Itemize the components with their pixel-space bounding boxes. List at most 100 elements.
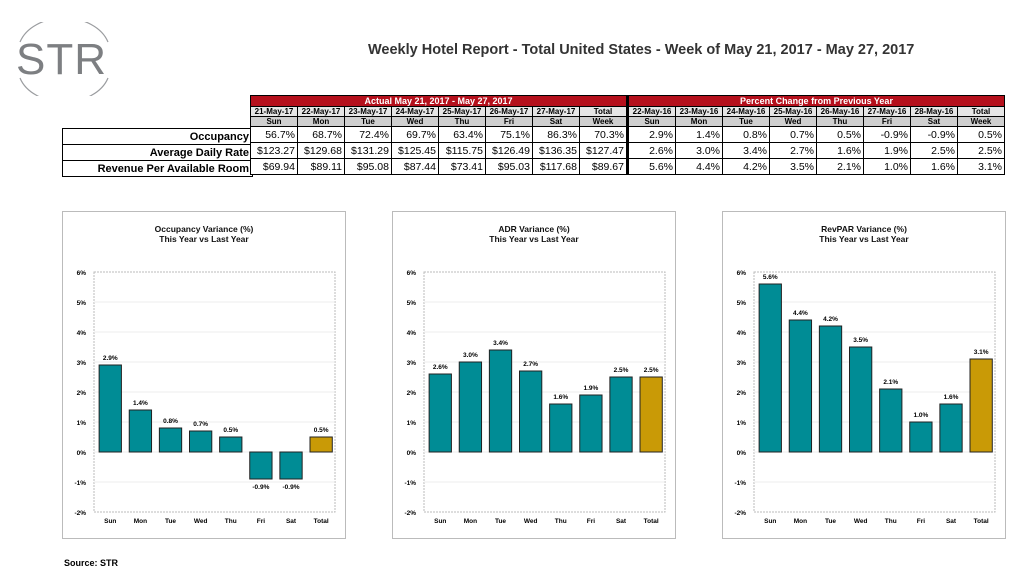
day-header: Sun bbox=[628, 116, 676, 127]
x-tick-label: Wed bbox=[194, 518, 208, 525]
x-tick-label: Mon bbox=[134, 518, 147, 525]
x-tick-label: Sun bbox=[434, 518, 446, 525]
pct-cell: 4.2% bbox=[722, 158, 770, 175]
x-tick-label: Tue bbox=[825, 518, 836, 525]
chart-title-line: ADR Variance (%) bbox=[498, 224, 570, 234]
y-tick-label: 3% bbox=[737, 360, 747, 367]
data-label: -0.9% bbox=[283, 484, 300, 491]
x-tick-label: Mon bbox=[464, 518, 477, 525]
data-label: 1.9% bbox=[583, 385, 598, 392]
date-header: 22-May-17 bbox=[297, 106, 345, 117]
chart-plot: -2% -1% 0% 1% 2% 3% 4% 5% 6% 2.9% Sun 1.4% Mon 0.8% Tu… bbox=[74, 270, 336, 525]
x-tick-label: Wed bbox=[854, 518, 868, 525]
occupancy-variance-chart: Occupancy Variance (%) This Year vs Last … bbox=[62, 211, 346, 539]
x-tick-label: Sun bbox=[104, 518, 116, 525]
chart-title: Occupancy Variance (%) This Year vs Last … bbox=[63, 224, 345, 244]
y-tick-label: 5% bbox=[407, 300, 417, 307]
pct-cell: -0.9% bbox=[863, 126, 911, 143]
value-cell: $89.67 bbox=[579, 158, 628, 175]
chart-plot: -2% -1% 0% 1% 2% 3% 4% 5% 6% 2.6% Sun 3.0% Mon 3.4% Tu… bbox=[404, 270, 666, 525]
date-header: 26-May-16 bbox=[816, 106, 864, 117]
x-tick-label: Fri bbox=[917, 518, 926, 525]
data-label: 0.5% bbox=[223, 427, 238, 434]
y-tick-label: 2% bbox=[77, 390, 87, 397]
x-tick-label: Thu bbox=[885, 518, 897, 525]
date-header: Total bbox=[957, 106, 1005, 117]
pct-cell: 2.5% bbox=[910, 142, 958, 159]
date-header: 28-May-16 bbox=[910, 106, 958, 117]
chart-title: ADR Variance (%) This Year vs Last Year bbox=[393, 224, 675, 244]
data-label: 2.6% bbox=[433, 364, 448, 371]
bar-thu bbox=[879, 388, 903, 453]
data-label: 0.5% bbox=[314, 427, 329, 434]
value-cell: $131.29 bbox=[344, 142, 392, 159]
day-header: Wed bbox=[391, 116, 439, 127]
y-tick-label: 1% bbox=[77, 420, 87, 427]
y-tick-label: 2% bbox=[737, 390, 747, 397]
y-tick-label: 5% bbox=[77, 300, 87, 307]
value-cell: 86.3% bbox=[532, 126, 580, 143]
data-label: 3.5% bbox=[853, 337, 868, 344]
data-label: 1.0% bbox=[913, 412, 928, 419]
bar-wed bbox=[518, 370, 543, 453]
value-cell: 75.1% bbox=[485, 126, 533, 143]
data-label: 2.5% bbox=[644, 367, 659, 374]
chart-subtitle: This Year vs Last Year bbox=[159, 234, 249, 244]
day-header: Tue bbox=[344, 116, 392, 127]
x-tick-label: Sat bbox=[286, 518, 297, 525]
date-header: 24-May-16 bbox=[722, 106, 770, 117]
data-label: 2.7% bbox=[523, 361, 538, 368]
value-cell: $129.68 bbox=[297, 142, 345, 159]
value-cell: $87.44 bbox=[391, 158, 439, 175]
bar-sat bbox=[609, 376, 633, 453]
revpar-variance-chart: RevPAR Variance (%) This Year vs Last Yea… bbox=[722, 211, 1006, 539]
day-header: Mon bbox=[297, 116, 345, 127]
y-tick-label: 3% bbox=[77, 360, 87, 367]
pct-change-header: Percent Change from Previous Year bbox=[628, 95, 1005, 107]
x-tick-label: Sun bbox=[764, 518, 776, 525]
x-tick-label: Fri bbox=[587, 518, 596, 525]
x-tick-label: Total bbox=[974, 518, 989, 525]
date-header: 23-May-17 bbox=[344, 106, 392, 117]
x-tick-label: Tue bbox=[495, 518, 506, 525]
y-tick-label: 2% bbox=[407, 390, 417, 397]
y-tick-label: 1% bbox=[737, 420, 747, 427]
bar-fri bbox=[249, 451, 273, 480]
x-tick-label: Thu bbox=[555, 518, 567, 525]
date-header: 23-May-16 bbox=[675, 106, 723, 117]
pct-cell: 2.1% bbox=[816, 158, 864, 175]
value-cell: $73.41 bbox=[438, 158, 486, 175]
day-header: Wed bbox=[769, 116, 817, 127]
pct-cell: 2.9% bbox=[628, 126, 676, 143]
pct-cell: 1.9% bbox=[863, 142, 911, 159]
data-label: 4.4% bbox=[793, 310, 808, 317]
pct-cell: 0.5% bbox=[957, 126, 1005, 143]
chart-plot: -2% -1% 0% 1% 2% 3% 4% 5% 6% 5.6% Sun 4.4% Mon 4.2% Tu… bbox=[734, 270, 996, 525]
day-header: Week bbox=[579, 116, 628, 127]
row-label: Revenue Per Available Room bbox=[62, 160, 253, 177]
day-header: Thu bbox=[438, 116, 486, 127]
y-tick-label: 4% bbox=[737, 330, 747, 337]
x-tick-label: Total bbox=[644, 518, 659, 525]
table-row: $69.94 $89.11 $95.08 $87.44 $73.41 $95.03 $117… bbox=[250, 158, 1005, 175]
pct-cell: 3.1% bbox=[957, 158, 1005, 175]
value-cell: $115.75 bbox=[438, 142, 486, 159]
y-tick-label: 0% bbox=[737, 450, 747, 457]
bar-total bbox=[969, 358, 993, 453]
bar-sat bbox=[279, 451, 303, 480]
date-header: 22-May-16 bbox=[628, 106, 676, 117]
bar-sun bbox=[758, 283, 782, 453]
pct-cell: 2.5% bbox=[957, 142, 1005, 159]
pct-cell: 5.6% bbox=[628, 158, 676, 175]
date-header: Total bbox=[579, 106, 628, 117]
pct-cell: 1.4% bbox=[675, 126, 723, 143]
y-tick-label: -2% bbox=[404, 510, 416, 517]
day-header: Sun bbox=[250, 116, 298, 127]
bar-fri bbox=[579, 394, 603, 453]
pct-cell: 3.5% bbox=[769, 158, 817, 175]
divider bbox=[626, 126, 629, 143]
day-header: Mon bbox=[675, 116, 723, 127]
bar-total bbox=[309, 436, 333, 453]
value-cell: $126.49 bbox=[485, 142, 533, 159]
divider bbox=[626, 158, 629, 175]
